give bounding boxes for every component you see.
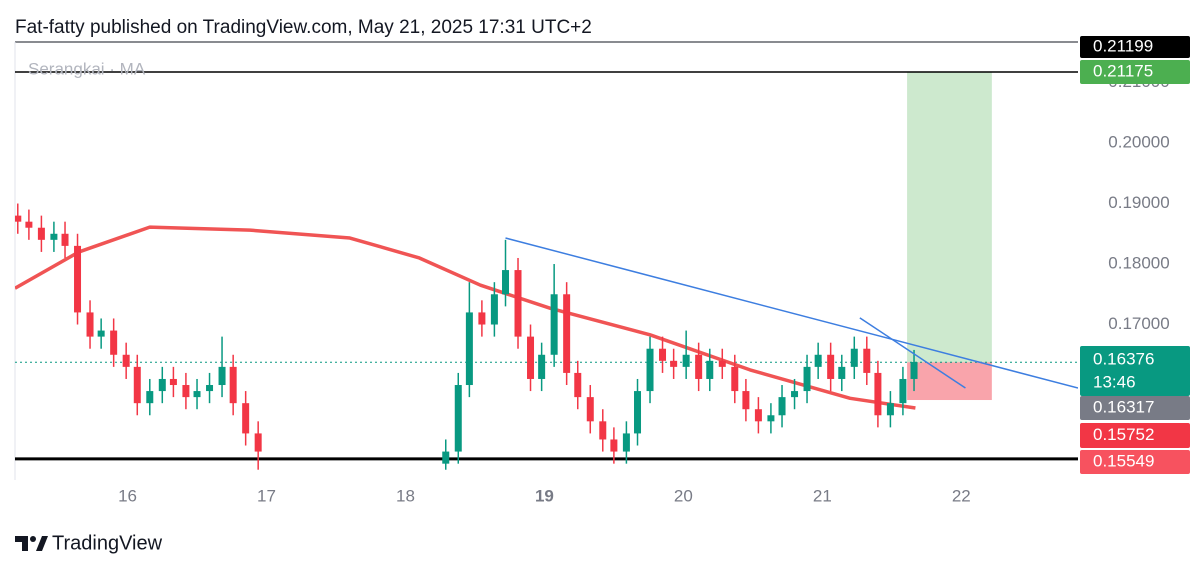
candle-body	[122, 354, 130, 367]
candle-body	[574, 372, 582, 398]
price-badge	[1080, 36, 1190, 58]
candle-body	[229, 366, 237, 404]
candle-body	[550, 294, 558, 355]
candle-body	[86, 312, 94, 337]
candle-body	[563, 294, 571, 373]
price-badge-label: 0.16317	[1093, 397, 1154, 416]
candle-body	[37, 227, 45, 240]
candle-body	[25, 221, 33, 228]
candle-body	[527, 336, 535, 379]
candle-body	[206, 385, 214, 392]
moving-average	[15, 225, 916, 410]
price-badge	[1080, 450, 1190, 474]
candle-body	[133, 366, 141, 404]
candle-body	[242, 403, 250, 434]
candle-body	[538, 354, 546, 379]
candle-body	[695, 354, 703, 379]
candle-body	[442, 451, 450, 464]
candle-body	[454, 385, 462, 452]
candle-body	[731, 366, 739, 392]
price-badge-label: 0.15549	[1093, 451, 1154, 470]
candle-body	[646, 348, 654, 392]
candle-body	[490, 294, 498, 325]
candle-body	[850, 348, 858, 367]
candle-body	[97, 330, 105, 337]
price-badge	[1080, 423, 1190, 448]
candle-body	[218, 366, 226, 386]
candle-body	[767, 415, 775, 422]
x-tick-label: 22	[952, 486, 971, 505]
y-tick-label: 0.17000	[1108, 314, 1169, 333]
candle-body	[610, 439, 618, 452]
candle-body	[502, 270, 510, 295]
candle-body	[899, 378, 907, 404]
candle-body	[838, 366, 846, 379]
plot-area	[15, 71, 1078, 470]
candle-body	[682, 354, 690, 367]
y-tick-label: 0.20000	[1108, 133, 1169, 152]
candle-body	[622, 433, 630, 452]
candle-body	[193, 391, 201, 398]
candle-body	[706, 360, 714, 379]
candle-body	[910, 362, 918, 379]
legend: Serangkai · MA	[28, 59, 146, 78]
x-tick-label: 20	[674, 486, 693, 505]
stop-zone	[907, 362, 992, 401]
x-tick-label: 16	[118, 486, 137, 505]
candle-body	[110, 330, 118, 355]
x-tick-label: 18	[396, 486, 415, 505]
candle-body	[465, 312, 473, 386]
candle-body	[514, 270, 522, 337]
candle-body	[778, 397, 786, 416]
y-tick-label: 0.19000	[1108, 193, 1169, 212]
candle-body	[478, 312, 486, 325]
candle-body	[814, 354, 822, 367]
candle-body	[74, 245, 82, 313]
price-badge-label: 0.21199	[1093, 36, 1153, 55]
candle-body	[158, 378, 166, 392]
trendline	[505, 237, 1078, 389]
candle-body	[254, 433, 262, 452]
candle-body	[182, 385, 190, 398]
candle-body	[15, 215, 22, 222]
candle-body	[50, 233, 58, 240]
candle-body	[874, 372, 882, 416]
price-badge-label: 0.21175	[1093, 61, 1153, 80]
price-badge-label: 0.16376	[1093, 349, 1154, 368]
candle-body	[803, 366, 811, 392]
chart-title: Fat-fatty published on TradingView.com, …	[15, 17, 592, 38]
candle-body	[886, 403, 894, 416]
candle-body	[718, 360, 726, 367]
trendline	[859, 317, 966, 389]
candle-body	[599, 421, 607, 440]
target-zone	[907, 71, 992, 363]
candle-body	[791, 391, 799, 398]
candle-body	[827, 354, 835, 379]
candle-body	[863, 348, 871, 373]
brand: TradingView	[52, 532, 163, 554]
candle-body	[61, 233, 69, 246]
candle-body	[169, 378, 177, 386]
countdown: 13:46	[1093, 372, 1136, 391]
x-tick-label: 17	[257, 486, 276, 505]
x-tick-label: 19	[535, 486, 554, 505]
candle-body	[586, 397, 594, 422]
brand-logo	[15, 536, 48, 551]
x-tick-label: 21	[813, 486, 832, 505]
price-badge	[1080, 396, 1190, 420]
price-badge	[1080, 346, 1190, 396]
candle-body	[742, 391, 750, 410]
candle-body	[146, 391, 154, 404]
candle-body	[754, 409, 762, 422]
candle-body	[659, 348, 667, 361]
candle-body	[634, 391, 642, 434]
price-badge-label: 0.15752	[1093, 425, 1154, 444]
price-badge	[1080, 60, 1190, 84]
y-tick-label: 0.18000	[1108, 254, 1169, 273]
candle-body	[670, 360, 678, 367]
